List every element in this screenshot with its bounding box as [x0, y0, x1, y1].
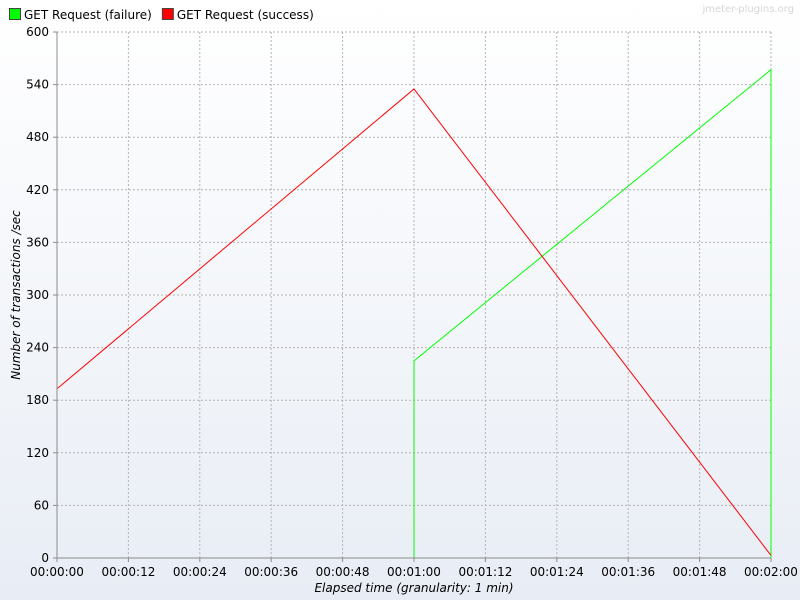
x-tick-label: 00:00:24 [173, 565, 227, 579]
x-tick-label: 00:00:48 [316, 565, 370, 579]
y-tick-label: 120 [26, 446, 49, 460]
x-tick-label: 00:01:48 [673, 565, 727, 579]
x-tick-label: 00:00:12 [101, 565, 155, 579]
y-tick-label: 420 [26, 183, 49, 197]
y-tick-label: 300 [26, 288, 49, 302]
y-tick-label: 360 [26, 235, 49, 249]
x-tick-label: 00:01:12 [458, 565, 512, 579]
legend-item-label: GET Request (success) [177, 8, 314, 22]
legend-item-label: GET Request (failure) [24, 8, 152, 22]
x-tick-label: 00:02:00 [744, 565, 798, 579]
y-axis-title: Number of transactions /sec [9, 210, 23, 380]
legend-swatch [161, 8, 174, 20]
x-tick-label: 00:01:00 [387, 565, 441, 579]
legend-swatch [9, 8, 21, 20]
y-tick-label: 60 [34, 498, 49, 512]
x-tick-label: 00:01:24 [530, 565, 584, 579]
x-tick-label: 00:00:00 [30, 565, 84, 579]
x-tick-label: 00:00:36 [244, 565, 298, 579]
y-tick-label: 180 [26, 393, 49, 407]
y-tick-label: 540 [26, 78, 49, 92]
tick-label-layer: 0 60 120 180 240 300 360 420 480 540 600 00:00:00 00… [26, 25, 798, 579]
y-tick-label: 600 [26, 25, 49, 39]
y-tick-label: 480 [26, 130, 49, 144]
watermark: jmeter-plugins.org [701, 4, 794, 15]
y-tick-label: 0 [41, 551, 49, 565]
series-line [413, 68, 772, 558]
axis-layer [53, 31, 772, 562]
x-axis-title: Elapsed time (granularity: 1 min) [314, 581, 513, 595]
x-tick-label: 00:01:36 [601, 565, 655, 579]
y-tick-label: 240 [26, 341, 49, 355]
legend: GET Request (failure) GET Request (succes… [9, 8, 314, 22]
